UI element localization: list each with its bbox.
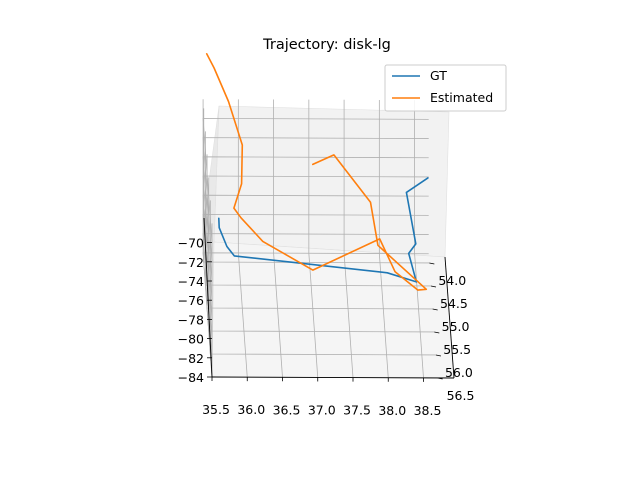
z-tick-label: −72 (178, 255, 204, 270)
x-axis-ticks: 35.5 36.0 36.5 37.0 37.5 38.0 38.5 (202, 377, 441, 418)
legend-label-gt: GT (430, 68, 447, 83)
z-tick-label: −76 (178, 293, 204, 308)
grid-line-z (202, 117, 429, 243)
axis-lines (203, 217, 455, 379)
y-tick-mark (429, 262, 435, 265)
grid-line-z (202, 137, 429, 262)
z-tick-label: −84 (178, 370, 204, 385)
y-tick-mark (437, 377, 443, 380)
y-tick-mark (434, 331, 440, 334)
y-axis-line (444, 256, 455, 379)
y-tick-mark (435, 354, 442, 357)
grid-line-z (202, 175, 429, 301)
x-tick-label: 35.5 (202, 402, 230, 417)
y-tick-mark (430, 285, 437, 288)
x-tick-label: 36.5 (273, 402, 301, 417)
y-tick-label: 56.0 (445, 365, 473, 380)
y-tick-label: 55.5 (443, 342, 471, 357)
x-tick-label: 37.5 (343, 403, 371, 418)
z-tick-label: −74 (178, 274, 204, 289)
y-tick-label: 55.0 (442, 319, 470, 334)
chart-title: Trajectory: disk-lg (262, 37, 391, 53)
x-axis-line (211, 376, 455, 379)
x-tick-label: 36.0 (237, 402, 265, 417)
legend-label-estimated: Estimated (430, 90, 493, 105)
series-line-estimated (205, 52, 428, 291)
grid-line-z (202, 213, 429, 339)
grid-line-z (202, 194, 429, 320)
y-tick-label: 54.0 (438, 273, 466, 288)
z-axis-line (203, 217, 213, 378)
y-tick-label: 56.5 (447, 388, 475, 403)
z-axis-ticks: −70 −72 −74 −76 −78 −80 −82 −84 (178, 236, 212, 385)
grid-line-z (202, 156, 429, 282)
legend: GT Estimated (384, 64, 507, 112)
z-tick-label: −78 (178, 312, 204, 327)
z-tick-label: −80 (178, 332, 204, 347)
grid-lines (202, 99, 438, 379)
x-tick-label: 37.0 (308, 402, 336, 417)
z-tick-label: −70 (178, 236, 204, 251)
y-axis-ticks: 54.0 54.5 55.0 55.5 56.0 56.5 (429, 262, 475, 403)
series-lines (205, 52, 429, 291)
z-tick-label: −82 (178, 351, 204, 366)
x-tick-label: 38.0 (378, 403, 406, 418)
grid-line-z (202, 252, 429, 378)
x-tick-label: 38.5 (414, 403, 442, 418)
y-tick-mark (432, 308, 438, 311)
y-tick-label: 54.5 (440, 296, 468, 311)
